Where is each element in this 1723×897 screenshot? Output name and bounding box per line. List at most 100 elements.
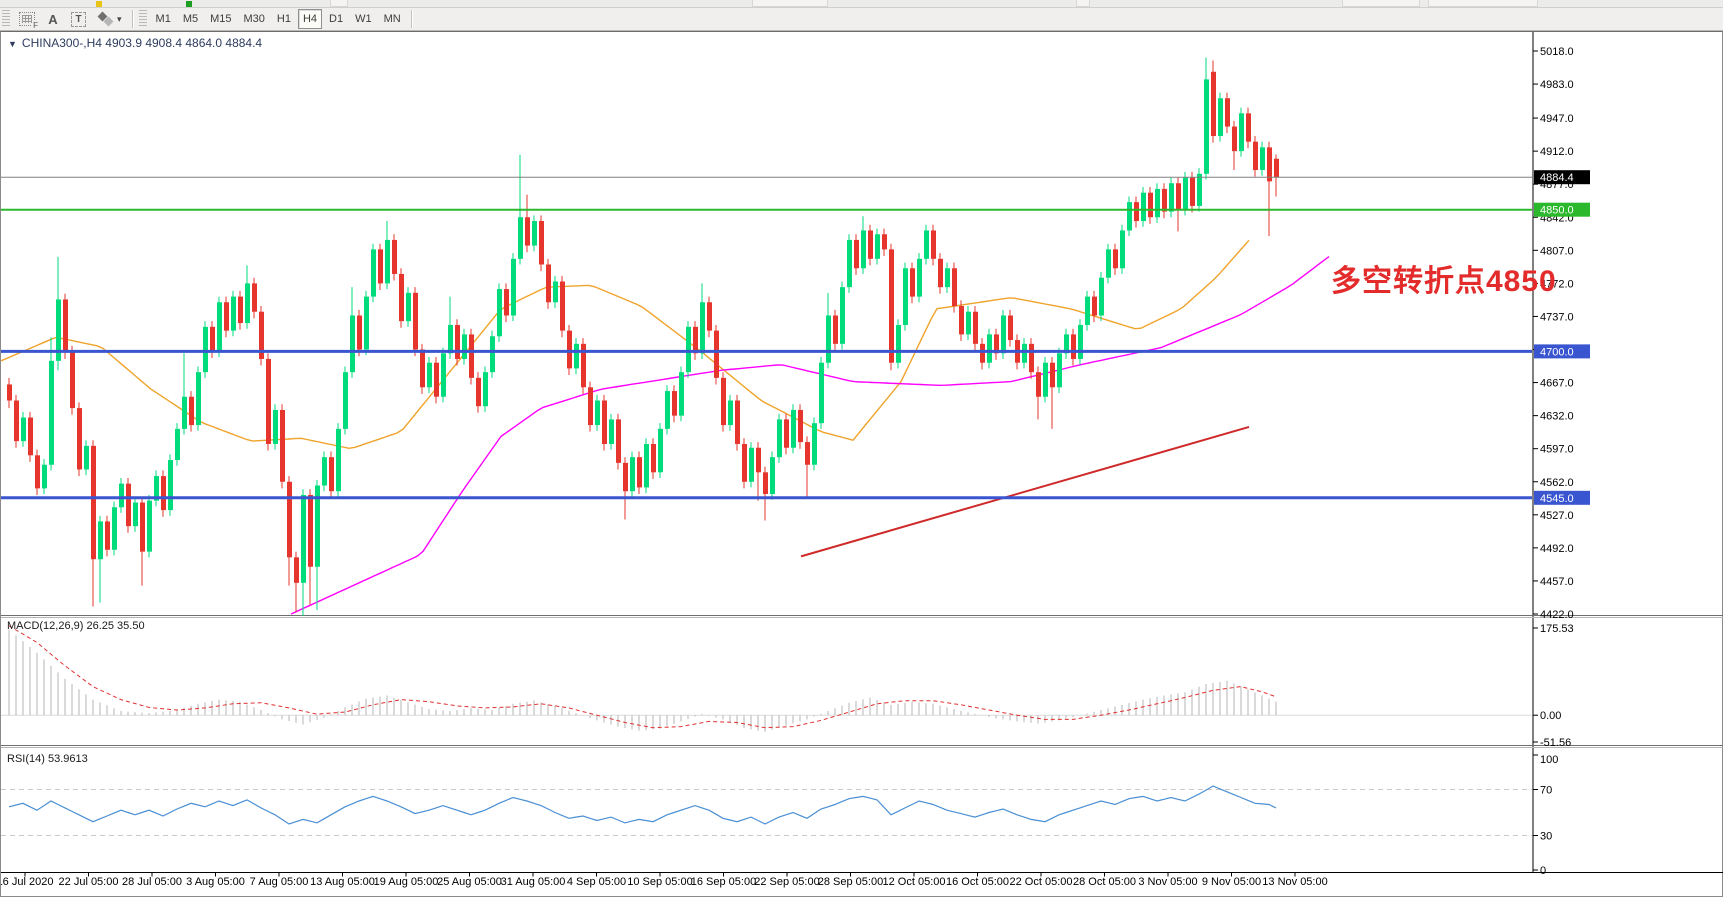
candle bbox=[952, 262, 957, 313]
text-a-icon[interactable]: A bbox=[48, 11, 58, 27]
price-tick-label: 4632.0 bbox=[1540, 411, 1574, 423]
candle bbox=[294, 551, 299, 613]
candle bbox=[819, 357, 824, 429]
price-tag-4700.0: 4700.0 bbox=[1534, 344, 1590, 359]
candle bbox=[1211, 60, 1216, 143]
timeframe-button-h1[interactable]: H1 bbox=[276, 13, 291, 25]
candle bbox=[882, 228, 887, 256]
date-tick-label: 28 Jul 05:00 bbox=[122, 876, 182, 888]
candle bbox=[1260, 141, 1265, 176]
rsi-axis-label: 70 bbox=[1540, 785, 1552, 797]
candle bbox=[105, 515, 110, 557]
candle bbox=[665, 385, 670, 435]
timeframe-button-m1[interactable]: M1 bbox=[155, 13, 171, 25]
candle bbox=[602, 394, 607, 451]
candle bbox=[1162, 183, 1167, 219]
candle bbox=[1064, 328, 1069, 359]
candle bbox=[1022, 338, 1027, 369]
candle bbox=[868, 224, 873, 266]
candle bbox=[189, 391, 194, 432]
date-tick-label: 7 Aug 05:00 bbox=[250, 876, 309, 888]
candle bbox=[182, 353, 187, 435]
timeframe-button-h4[interactable]: H4 bbox=[297, 9, 323, 29]
candle bbox=[1113, 243, 1118, 275]
level-lines: 4884.4 4850.0 4700.0 4545.0 bbox=[1, 170, 1590, 505]
candle bbox=[672, 385, 677, 423]
grid-f-icon[interactable]: F bbox=[14, 9, 40, 30]
timeframe-button-mn[interactable]: MN bbox=[383, 13, 401, 25]
candle bbox=[140, 496, 145, 586]
macd-signal-line bbox=[8, 625, 1277, 729]
timeframe-button-m15[interactable]: M15 bbox=[210, 13, 232, 25]
candle bbox=[301, 489, 306, 616]
candle bbox=[455, 319, 460, 366]
candle bbox=[175, 423, 180, 466]
candle bbox=[49, 337, 54, 471]
toolbar-grip[interactable] bbox=[2, 10, 10, 28]
chart-canvas[interactable]: 5018.04983.04947.04912.04877.04842.04807… bbox=[1, 32, 1723, 897]
price-tag-4545.0: 4545.0 bbox=[1534, 490, 1590, 505]
text-box-icon[interactable]: T bbox=[66, 9, 91, 29]
candle bbox=[448, 296, 453, 359]
date-tick-label: 4 Sep 05:00 bbox=[567, 876, 626, 888]
candle bbox=[1232, 120, 1237, 171]
candle bbox=[231, 290, 236, 337]
trendline-red[interactable] bbox=[800, 426, 1250, 558]
candle bbox=[203, 321, 208, 378]
candle bbox=[1057, 347, 1062, 393]
svg-text:4545.0: 4545.0 bbox=[1540, 493, 1574, 505]
svg-text:4884.4: 4884.4 bbox=[1540, 172, 1574, 184]
chart-toolbar: F A T ▾ M1 M5 M15 M30 H1 H4 D1 W1 MN bbox=[0, 8, 1723, 31]
candle bbox=[56, 256, 61, 371]
timeframe-button-m5[interactable]: M5 bbox=[182, 13, 199, 25]
candle bbox=[917, 253, 922, 303]
candle bbox=[1029, 338, 1034, 379]
date-tick-label: 3 Nov 05:00 bbox=[1138, 876, 1197, 888]
candle bbox=[574, 338, 579, 375]
candle bbox=[903, 262, 908, 331]
candle bbox=[1120, 224, 1125, 274]
candle bbox=[721, 372, 726, 432]
candle bbox=[63, 293, 68, 359]
candle bbox=[546, 258, 551, 309]
candle bbox=[147, 494, 152, 558]
date-tick-label: 22 Jul 05:00 bbox=[59, 876, 119, 888]
annotation-text[interactable]: 多空转折点4850 bbox=[1331, 265, 1557, 298]
candle bbox=[259, 306, 264, 366]
timeframe-button-d1[interactable]: D1 bbox=[329, 13, 344, 25]
candle bbox=[1155, 183, 1160, 223]
candle bbox=[714, 324, 719, 385]
date-tick-label: 19 Aug 05:00 bbox=[374, 876, 439, 888]
price-tick-label: 4983.0 bbox=[1540, 79, 1574, 91]
candle bbox=[315, 479, 320, 611]
svg-text:4700.0: 4700.0 bbox=[1540, 346, 1574, 358]
chevron-down-icon: ▾ bbox=[117, 13, 122, 24]
candle bbox=[329, 451, 334, 498]
candle bbox=[133, 496, 138, 532]
date-tick-label: 3 Aug 05:00 bbox=[186, 876, 245, 888]
candle bbox=[42, 459, 47, 495]
candle bbox=[441, 347, 446, 403]
candle bbox=[1036, 366, 1041, 420]
candle bbox=[847, 234, 852, 293]
candle bbox=[875, 228, 880, 265]
shapes-dropdown-icon[interactable]: ▾ bbox=[93, 9, 127, 29]
candle bbox=[1134, 196, 1139, 228]
timeframe-button-w1[interactable]: W1 bbox=[355, 13, 372, 25]
timeframe-button-m30[interactable]: M30 bbox=[243, 13, 265, 25]
candle bbox=[497, 283, 502, 342]
candle bbox=[805, 436, 810, 497]
candle bbox=[126, 477, 131, 533]
candle bbox=[1092, 290, 1097, 323]
candle bbox=[287, 476, 292, 586]
candle bbox=[364, 290, 369, 356]
candle bbox=[973, 306, 978, 351]
price-tick-label: 4912.0 bbox=[1540, 146, 1574, 158]
candle bbox=[77, 402, 82, 477]
price-tick-label: 4597.0 bbox=[1540, 444, 1574, 456]
candle bbox=[350, 287, 355, 378]
collapse-triangle-icon[interactable]: ▼ bbox=[8, 39, 17, 49]
toolbar-grip-2[interactable] bbox=[138, 10, 147, 28]
price-axis: 5018.04983.04947.04912.04877.04842.04807… bbox=[1533, 46, 1574, 621]
